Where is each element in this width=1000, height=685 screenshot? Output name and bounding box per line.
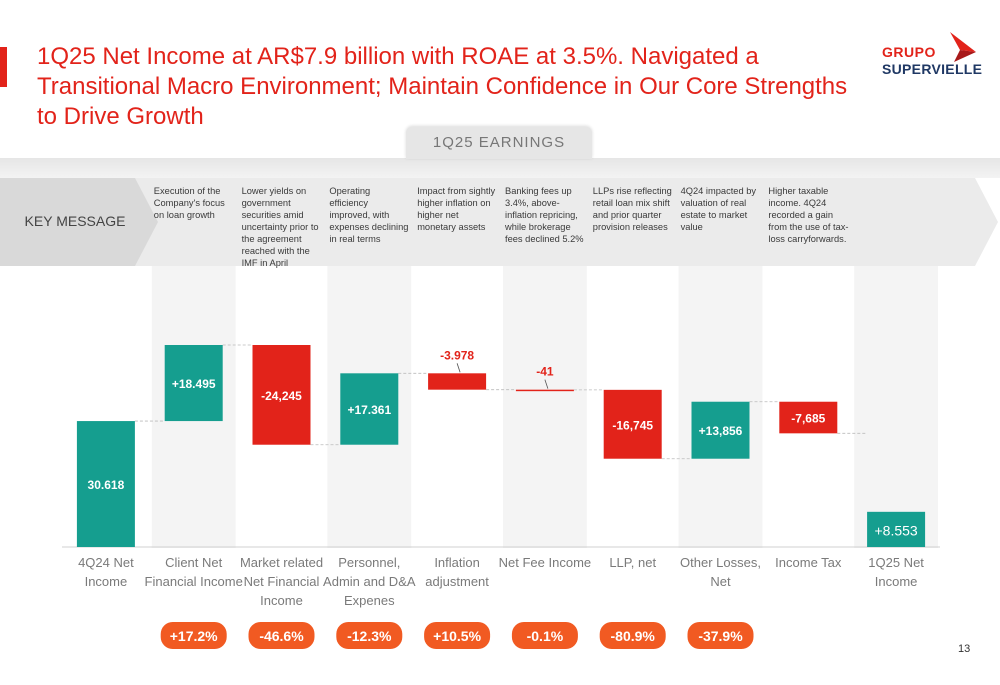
value-label-pointer xyxy=(544,379,549,389)
pct-badge-2 xyxy=(248,622,315,649)
page-number: 13 xyxy=(958,643,971,655)
pct-badge-label-5: -0.1% xyxy=(527,628,564,644)
category-label-3: Admin and D&A xyxy=(323,574,416,589)
category-label-4: Inflation xyxy=(434,555,480,570)
bar-9 xyxy=(867,511,926,547)
value-label-2: -24,245 xyxy=(261,389,302,403)
category-label-9: 1Q25 Net xyxy=(868,555,924,570)
value-label-9: +8.553 xyxy=(874,522,917,538)
bar-3 xyxy=(340,373,399,445)
category-label-9: Income xyxy=(875,574,918,589)
key-message-band xyxy=(0,178,998,266)
bars xyxy=(76,345,926,547)
title-accent-bar xyxy=(0,47,7,87)
pct-badge-4 xyxy=(424,622,491,649)
category-label-0: 4Q24 Net xyxy=(78,555,134,570)
value-label-1: +18.495 xyxy=(172,377,216,391)
pct-badge-3 xyxy=(336,622,403,649)
bar-1 xyxy=(164,345,223,422)
category-label-7: Net xyxy=(710,574,731,589)
value-label-4: -3.978 xyxy=(440,348,474,362)
key-message-5: Banking fees up 3.4%, above-inflation re… xyxy=(505,186,584,244)
pct-badge-6 xyxy=(599,622,666,649)
section-band xyxy=(0,158,1000,178)
logo-text-supervielle: SUPERVIELLE xyxy=(882,61,983,77)
pct-badge-label-7: -37.9% xyxy=(698,628,743,644)
pct-badge-5 xyxy=(511,622,578,649)
pct-badge-1 xyxy=(160,622,227,649)
pct-badge-label-4: +10.5% xyxy=(433,628,481,644)
category-label-8: Income Tax xyxy=(775,555,842,570)
category-label-1: Financial Income xyxy=(145,574,243,589)
key-message-3: Operating efficiency improved, with expe… xyxy=(329,186,409,244)
category-labels: 4Q24 Net Income Client Net Financial Income… xyxy=(78,555,924,608)
logo-arrow-icon xyxy=(950,32,976,62)
value-label-0: 30.618 xyxy=(88,478,125,492)
category-label-4: adjustment xyxy=(425,574,489,589)
category-label-6: LLP, net xyxy=(609,555,656,570)
bar-2 xyxy=(252,345,311,445)
percent-change-badges: +17.2% -46.6% -12.3% +10.5% -0.1% -80.9% -37.9… xyxy=(160,622,754,649)
bar-6 xyxy=(603,389,662,459)
key-message-7: 4Q24 impacted by valuation of real estat… xyxy=(680,186,757,232)
pct-badge-label-2: -46.6% xyxy=(259,628,304,644)
logo-text-grupo: GRUPO xyxy=(882,44,936,60)
category-label-0: Income xyxy=(85,574,128,589)
category-label-7: Other Losses, xyxy=(680,555,761,570)
category-label-2: Income xyxy=(260,593,303,608)
company-logo: GRUPO SUPERVIELLE xyxy=(880,30,983,80)
category-label-3: Expenes xyxy=(344,593,395,608)
value-label-pointer xyxy=(456,363,461,373)
key-message-label-box xyxy=(0,178,158,266)
category-label-3: Personnel, xyxy=(338,555,400,570)
value-label-3: +17.361 xyxy=(347,403,391,417)
pct-badge-7 xyxy=(687,622,754,649)
key-message-1: Execution of the Company's focus on loan… xyxy=(153,186,225,220)
pct-badge-label-1: +17.2% xyxy=(170,628,218,644)
bar-4 xyxy=(428,373,487,390)
value-label-7: +13,856 xyxy=(699,424,743,438)
value-label-6: -16,745 xyxy=(612,418,653,432)
category-label-1: Client Net xyxy=(165,555,222,570)
pct-badge-label-3: -12.3% xyxy=(347,628,392,644)
category-label-5: Net Fee Income xyxy=(499,555,592,570)
value-label-8: -7,685 xyxy=(791,412,825,426)
bar-0 xyxy=(76,421,135,547)
key-message-6: LLPs rise reflecting retail loan mix shi… xyxy=(592,186,672,232)
key-message-2: Lower yields on government securities am… xyxy=(241,186,319,268)
category-label-2: Market related xyxy=(240,555,323,570)
pct-badge-label-6: -80.9% xyxy=(611,628,656,644)
section-tab: 1Q25 EARNINGS xyxy=(406,127,592,159)
category-label-2: Net Financial xyxy=(244,574,320,589)
bar-8 xyxy=(779,401,838,434)
key-message-label: KEY MESSAGE xyxy=(25,213,126,229)
value-labels: 30.618 +18.495 -24,245 +17.361 -3.978 -41 -16,… xyxy=(88,348,918,538)
bar-5 xyxy=(515,389,574,392)
bar-7 xyxy=(691,401,750,459)
page-title: 1Q25 Net Income at AR$7.9 billion with R… xyxy=(37,43,848,130)
key-message-4: Impact from sightly higher inflation on … xyxy=(417,186,496,232)
value-label-5: -41 xyxy=(536,365,554,379)
key-message-8: Higher taxable income. 4Q24 recorded a g… xyxy=(768,186,849,244)
